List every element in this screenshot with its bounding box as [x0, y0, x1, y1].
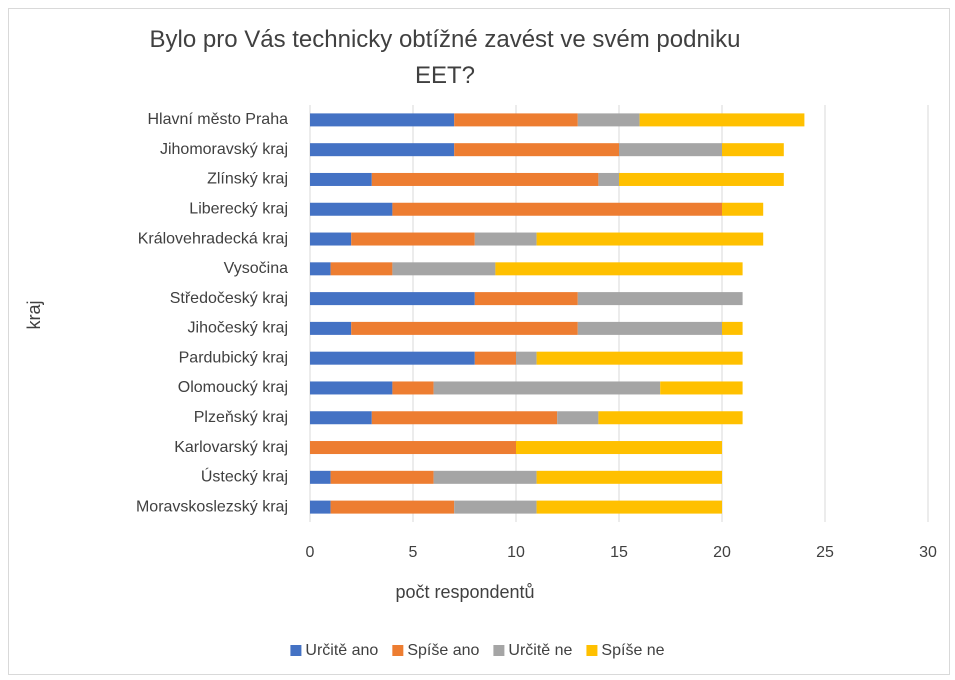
- bar-segment: [310, 113, 455, 127]
- bar-segment: [577, 292, 743, 306]
- bar-segment: [433, 470, 537, 484]
- x-tick-label: 20: [713, 544, 731, 561]
- bar-segment: [557, 411, 599, 425]
- legend-swatch: [586, 645, 598, 656]
- x-tick-label: 30: [919, 544, 937, 561]
- bar-segment: [454, 500, 537, 514]
- bar-segment: [454, 143, 619, 157]
- bar-segment: [371, 172, 599, 186]
- y-tick-label: Pardubický kraj: [179, 349, 288, 366]
- legend-label: Určitě ano: [305, 642, 378, 659]
- chart-title: Bylo pro Vás technicky obtížné zavést ve…: [149, 26, 741, 89]
- bar-segment: [516, 441, 722, 455]
- bar-segment: [330, 470, 434, 484]
- y-tick-label: Jihomoravský kraj: [160, 141, 288, 158]
- bar-segment: [536, 470, 722, 484]
- bar-segment: [598, 411, 743, 425]
- bar-segment: [392, 262, 496, 276]
- y-tick-label: Olomoucký kraj: [178, 379, 288, 396]
- bar-segment: [598, 172, 619, 186]
- y-tick-label: Hlavní město Praha: [147, 111, 288, 128]
- chart-frame: [8, 8, 950, 675]
- bar-segment: [454, 113, 578, 127]
- x-tick-label: 25: [816, 544, 834, 561]
- y-tick-label: Jihočeský kraj: [188, 320, 288, 337]
- y-tick-label: Plzeňský kraj: [194, 409, 288, 426]
- bar-segment: [310, 381, 393, 395]
- bar-segment: [619, 172, 784, 186]
- bar-segment: [516, 351, 537, 365]
- bar-segment: [660, 381, 743, 395]
- bar-segment: [577, 321, 722, 335]
- y-tick-label: Ústecký kraj: [201, 467, 288, 486]
- bar-segment: [536, 500, 722, 514]
- bar-segment: [577, 113, 640, 127]
- legend-label: Spíše ne: [601, 642, 664, 659]
- bar-segment: [619, 143, 722, 157]
- x-axis-label: počt respondentů: [395, 582, 534, 602]
- bar-segment: [392, 381, 434, 395]
- y-tick-label: Středočeský kraj: [170, 290, 288, 307]
- legend-label: Spíše ano: [407, 642, 479, 659]
- x-tick-label: 10: [507, 544, 525, 561]
- bar-segment: [310, 202, 393, 216]
- y-tick-label: Vysočina: [224, 260, 288, 277]
- y-tick-label: Zlínský kraj: [207, 171, 288, 188]
- bar-segment: [310, 351, 475, 365]
- bar-segment: [310, 143, 455, 157]
- bar-segment: [536, 232, 764, 246]
- bar-segment: [310, 411, 372, 425]
- legend-swatch: [493, 645, 505, 656]
- y-axis-label: kraj: [24, 300, 44, 329]
- x-tick-label: 0: [306, 544, 315, 561]
- x-tick-label: 5: [409, 544, 418, 561]
- bar-segment: [310, 441, 516, 455]
- bar-segment: [310, 172, 372, 186]
- y-tick-label: Moravskoslezský kraj: [136, 498, 288, 515]
- legend-swatch: [392, 645, 404, 656]
- x-tick-label: 15: [610, 544, 628, 561]
- bar-segment: [722, 143, 784, 157]
- bar-segment: [310, 500, 331, 514]
- bar-segment: [392, 202, 722, 216]
- bar-segment: [330, 500, 455, 514]
- bar-segment: [433, 381, 661, 395]
- bar-segment: [310, 262, 331, 276]
- bar-segment: [330, 262, 393, 276]
- bar-segment: [474, 351, 516, 365]
- bar-segment: [639, 113, 805, 127]
- bar-segment: [474, 232, 537, 246]
- bar-segment: [371, 411, 558, 425]
- legend-label: Určitě ne: [508, 642, 572, 659]
- legend-swatch: [290, 645, 302, 656]
- bar-segment: [310, 321, 352, 335]
- bar-segment: [351, 321, 578, 335]
- bar-segment: [474, 292, 578, 306]
- bar-segment: [310, 292, 475, 306]
- bar-segment: [310, 232, 352, 246]
- bar-segment: [310, 470, 331, 484]
- y-tick-label: Karlovarský kraj: [174, 439, 288, 456]
- bar-segment: [351, 232, 475, 246]
- bar-segment: [495, 262, 743, 276]
- bar-segment: [722, 202, 764, 216]
- bar-segment: [536, 351, 743, 365]
- bar-segment: [722, 321, 743, 335]
- y-tick-label: Královehradecká kraj: [138, 230, 288, 247]
- y-tick-label: Liberecký kraj: [189, 200, 288, 217]
